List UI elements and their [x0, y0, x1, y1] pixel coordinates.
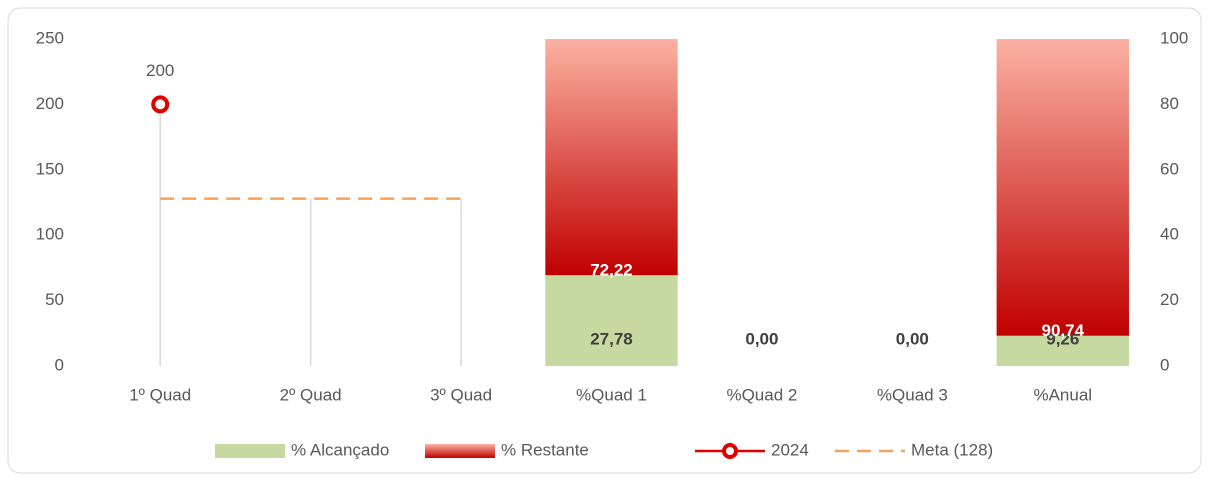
x-tick-label: 2º Quad — [280, 385, 342, 404]
marker — [151, 95, 170, 114]
data-label: 0,00 — [745, 329, 778, 348]
data-label: 72,22 — [590, 261, 633, 280]
y-tick-label: 250 — [36, 28, 64, 47]
data-label: 0,00 — [896, 355, 929, 374]
y-tick-label: 150 — [36, 159, 64, 178]
bar — [545, 39, 678, 276]
y2-tick-label: 100 — [1160, 28, 1188, 47]
y2-tick-label: 20 — [1160, 290, 1179, 309]
x-tick-label: 1º Quad — [129, 385, 191, 404]
legend-swatch — [215, 444, 285, 458]
y-tick-label: 50 — [45, 290, 64, 309]
data-label: 27,78 — [590, 329, 633, 348]
data-label: 200 — [146, 61, 174, 80]
x-tick-label: 3º Quad — [430, 385, 492, 404]
y2-tick-label: 60 — [1160, 159, 1179, 178]
y-tick-label: 200 — [36, 94, 64, 113]
y-tick-label: 100 — [36, 225, 64, 244]
legend-swatch — [425, 444, 495, 458]
y2-tick-label: 0 — [1160, 355, 1169, 374]
legend-label: % Restante — [501, 440, 589, 459]
bar — [996, 39, 1129, 336]
y-tick-label: 0 — [55, 355, 64, 374]
y2-tick-label: 40 — [1160, 225, 1179, 244]
x-tick-label: %Quad 1 — [576, 385, 647, 404]
x-tick-label: %Anual — [1033, 385, 1092, 404]
legend-label: 2024 — [771, 440, 809, 459]
data-label: 9,26 — [1046, 329, 1079, 348]
bar — [996, 335, 1129, 366]
data-label: 0,00 — [745, 355, 778, 374]
bar — [545, 275, 678, 366]
legend-marker — [722, 443, 738, 459]
legend-label: Meta (128) — [911, 440, 993, 459]
y2-tick-label: 80 — [1160, 94, 1179, 113]
x-tick-label: %Quad 2 — [726, 385, 797, 404]
legend-label: % Alcançado — [291, 440, 389, 459]
x-tick-label: %Quad 3 — [877, 385, 948, 404]
data-label: 90,74 — [1042, 321, 1085, 340]
data-label: 0,00 — [896, 329, 929, 348]
